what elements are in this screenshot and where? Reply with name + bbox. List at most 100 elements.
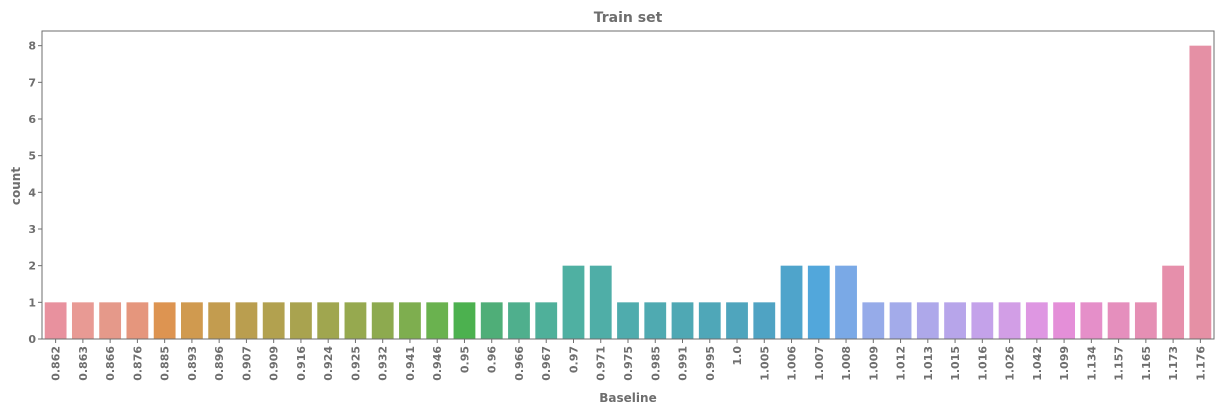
x-tick-label-10: 0.924 [322,346,335,381]
y-tick-label-4: 4 [28,186,36,199]
x-tick-label-40: 1.165 [1140,346,1153,381]
x-tick-label-41: 1.173 [1167,346,1180,381]
bar-8 [262,302,285,339]
bar-19 [562,265,585,339]
y-tick-label-5: 5 [28,150,36,163]
bar-32 [916,302,939,339]
bar-20 [589,265,612,339]
x-tick-label-11: 0.925 [349,346,362,381]
bar-1 [71,302,94,339]
bar-24 [698,302,721,339]
y-tick-label-2: 2 [28,260,36,273]
x-tick-label-27: 1.006 [786,346,799,381]
x-tick-label-35: 1.026 [1004,346,1017,381]
y-axis-ticks: 0 1 2 3 4 5 6 7 8 [28,40,42,346]
bar-23 [671,302,694,339]
y-tick-label-7: 7 [28,76,36,89]
y-tick-label-8: 8 [28,40,36,53]
bar-42 [1189,45,1212,340]
bar-4 [153,302,176,339]
plot-frame [41,30,1215,340]
bar-41 [1162,265,1185,339]
bar-21 [617,302,639,339]
bar-16 [480,302,503,339]
y-tick-label-6: 6 [28,113,36,126]
bar-39 [1107,302,1130,339]
bar-33 [944,302,966,339]
x-tick-label-25: 1.0 [731,346,744,366]
x-tick-label-2: 0.866 [104,346,117,381]
y-tick-label-3: 3 [28,223,36,236]
bar-10 [317,302,340,339]
x-tick-label-20: 0.971 [595,346,608,381]
x-tick-label-34: 1.016 [976,346,989,381]
x-tick-label-23: 0.991 [677,346,690,381]
y-tick-label-0: 0 [28,333,36,346]
x-tick-label-29: 1.008 [840,346,853,381]
bar-5 [181,302,203,339]
bar-2 [99,302,122,339]
bar-22 [644,302,667,339]
bar-15 [453,302,476,339]
x-tick-label-32: 1.013 [922,346,935,381]
x-tick-label-19: 0.97 [567,346,580,373]
x-tick-label-3: 0.876 [131,346,144,381]
x-tick-label-18: 0.967 [540,346,553,381]
bar-3 [126,302,149,339]
bar-18 [535,302,558,339]
x-tick-label-33: 1.015 [949,346,962,381]
bar-27 [780,265,803,339]
bar-9 [290,302,312,339]
x-tick-label-7: 0.907 [240,346,253,381]
x-tick-label-42: 1.176 [1194,346,1207,381]
bar-25 [726,302,748,339]
bar-31 [889,302,912,339]
x-tick-label-36: 1.042 [1031,346,1044,381]
bar-6 [208,302,231,339]
x-tick-label-15: 0.95 [458,346,471,373]
bar-7 [235,302,258,339]
x-tick-label-39: 1.157 [1113,346,1126,381]
bar-12 [371,302,394,339]
bar-26 [753,302,776,339]
x-tick-label-16: 0.96 [486,346,499,373]
x-tick-label-17: 0.966 [513,346,526,381]
x-tick-label-8: 0.909 [268,346,281,381]
x-tick-label-14: 0.946 [431,346,444,381]
bar-34 [971,302,994,339]
x-tick-label-24: 0.995 [704,346,717,381]
x-tick-label-1: 0.863 [77,346,90,381]
bar-11 [344,302,367,339]
x-tick-label-4: 0.885 [159,346,172,381]
x-tick-label-37: 1.099 [1058,346,1071,381]
x-axis-title: Baseline [599,391,656,405]
bar-13 [399,302,421,339]
bar-17 [508,302,530,339]
bar-40 [1134,302,1157,339]
x-axis-ticks: 0.862 0.863 0.866 0.876 0.885 0.893 0.896 0.907… [50,339,1207,381]
bar-38 [1080,302,1103,339]
chart-title: Train set [594,10,663,26]
x-tick-label-38: 1.134 [1085,346,1098,381]
bars [44,45,1212,340]
x-tick-label-6: 0.896 [213,346,226,381]
x-tick-label-30: 1.009 [867,346,880,381]
bar-0 [44,302,67,339]
x-tick-label-12: 0.932 [377,346,390,381]
y-tick-label-1: 1 [28,296,36,309]
bar-36 [1025,302,1048,339]
x-tick-label-31: 1.012 [895,346,908,381]
bar-37 [1053,302,1075,339]
x-tick-label-13: 0.941 [404,346,417,381]
bar-29 [835,265,857,339]
x-tick-label-26: 1.005 [758,346,771,381]
x-tick-label-21: 0.975 [622,346,635,381]
bar-30 [862,302,885,339]
x-tick-label-5: 0.893 [186,346,199,381]
x-tick-label-22: 0.985 [649,346,662,381]
bar-28 [807,265,830,339]
bar-35 [998,302,1021,339]
x-tick-label-0: 0.862 [50,346,63,381]
